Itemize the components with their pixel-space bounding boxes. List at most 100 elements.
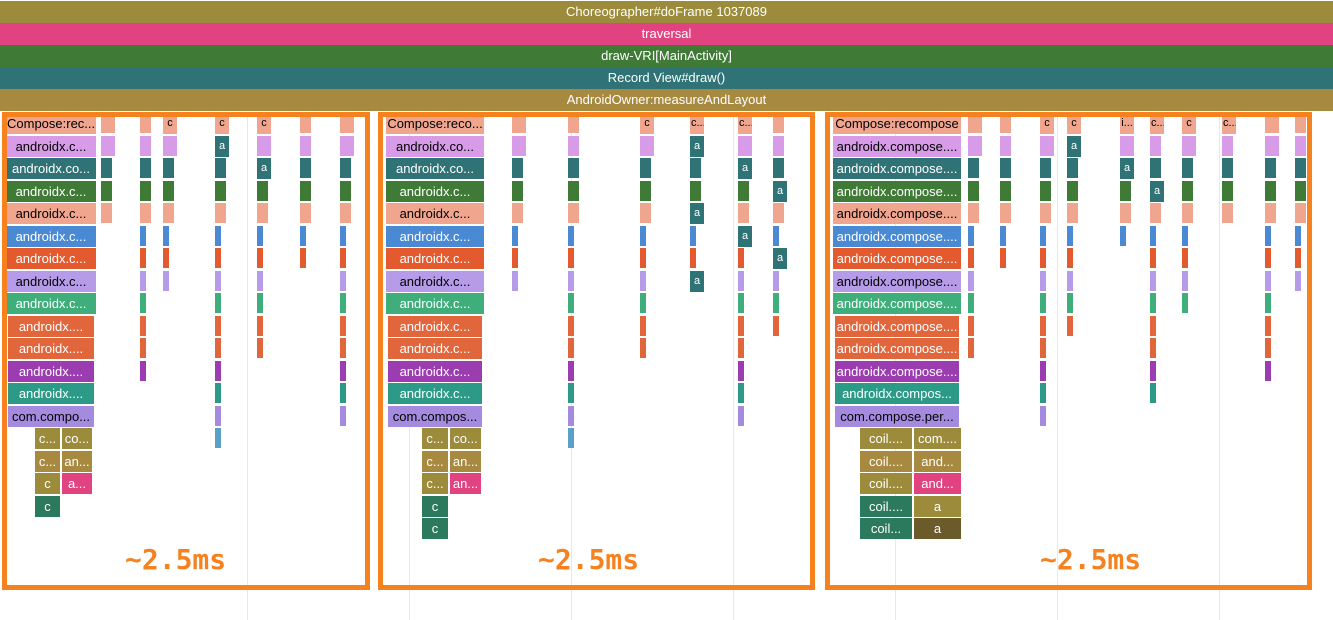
detail-slice-1-0-3[interactable]: [512, 180, 523, 201]
detail-slice-0-1-9[interactable]: [140, 315, 146, 336]
detail-slice-2-0-1[interactable]: [968, 135, 982, 156]
detail-slice-2-4-4[interactable]: [1120, 203, 1131, 223]
detail-slice-2-0-4[interactable]: [968, 203, 979, 223]
detail-slice-0-3-4[interactable]: [215, 203, 226, 223]
detail-slice-2-6-5[interactable]: [1182, 225, 1188, 246]
mini-slice-1-0[interactable]: c: [640, 113, 654, 134]
detail-slice-1-3-5[interactable]: [690, 225, 696, 246]
slice-2-11[interactable]: androidx.compose....: [835, 360, 959, 382]
mini-b-slice-1-5[interactable]: a: [773, 248, 787, 269]
top-slice-2[interactable]: draw-VRI[MainActivity]: [0, 45, 1333, 67]
slice-2-7[interactable]: androidx.compose....: [833, 270, 961, 292]
detail-slice-0-5-1[interactable]: [300, 135, 311, 156]
detail-slice-1-1-2[interactable]: [568, 158, 579, 178]
detail-slice-0-5-4[interactable]: [300, 203, 311, 223]
detail-slice-2-0-9[interactable]: [968, 315, 974, 336]
detail-slice-1-4-9[interactable]: [738, 315, 744, 336]
slice-0-3[interactable]: androidx.c...: [6, 180, 96, 202]
detail-slice-2-6-2[interactable]: [1182, 158, 1193, 178]
detail-slice-2-5-12[interactable]: [1150, 383, 1156, 403]
detail-slice-2-9-4[interactable]: [1295, 203, 1306, 223]
detail-slice-0-4-10[interactable]: [257, 338, 263, 358]
detail-slice-0-6-7[interactable]: [340, 270, 346, 291]
detail-slice-0-4-9[interactable]: [257, 315, 263, 336]
detail-slice-1-5-9[interactable]: [773, 315, 779, 336]
mini-slice-0-1[interactable]: c: [215, 113, 229, 134]
slice-0-6[interactable]: androidx.c...: [6, 248, 96, 269]
detail-slice-2-0-3[interactable]: [968, 180, 979, 201]
detail-slice-2-3-6[interactable]: [1067, 248, 1073, 268]
detail-slice-0-4-4[interactable]: [257, 203, 268, 223]
detail-slice-1-0-5[interactable]: [512, 225, 518, 246]
detail-slice-1-2-9[interactable]: [640, 315, 646, 336]
detail-slice-0-1-7[interactable]: [140, 270, 146, 291]
mini-slice-2-3[interactable]: c...: [1150, 113, 1164, 134]
detail-slice-0-1-1[interactable]: [140, 135, 151, 156]
detail-slice-1-2-7[interactable]: [640, 270, 646, 291]
detail-slice-2-5-9[interactable]: [1150, 315, 1156, 336]
detail-slice-1-0-1[interactable]: [512, 135, 526, 156]
detail-slice-1-1-5[interactable]: [568, 225, 574, 246]
detail-slice-1-5-7[interactable]: [773, 270, 779, 291]
detail-slice-2-3-5[interactable]: [1067, 225, 1073, 246]
detail-slice-0-3-12[interactable]: [215, 383, 221, 403]
detail-slice-1-1-11[interactable]: [568, 360, 574, 381]
sub-slice-a-1-4[interactable]: c: [422, 518, 448, 539]
detail-slice-2-6-7[interactable]: [1182, 270, 1188, 291]
detail-slice-1-4-10[interactable]: [738, 338, 744, 358]
mini-b-slice-2-1[interactable]: a: [1120, 158, 1134, 179]
slice-1-7[interactable]: androidx.c...: [386, 270, 484, 292]
detail-slice-0-1-0[interactable]: [140, 113, 151, 133]
detail-slice-2-9-7[interactable]: [1295, 270, 1301, 291]
detail-slice-1-1-4[interactable]: [568, 203, 579, 223]
slice-2-2[interactable]: androidx.compose....: [833, 158, 961, 179]
mini-slice-2-0[interactable]: c: [1040, 113, 1054, 134]
detail-slice-1-1-12[interactable]: [568, 383, 574, 403]
detail-slice-2-8-7[interactable]: [1265, 270, 1271, 291]
sub-slice-a-1-1[interactable]: c...: [422, 450, 448, 472]
detail-slice-2-2-8[interactable]: [1040, 293, 1046, 313]
sub-slice-b-2-3[interactable]: a: [914, 495, 961, 517]
detail-slice-0-4-7[interactable]: [257, 270, 263, 291]
slice-2-4[interactable]: androidx.compose....: [833, 203, 961, 224]
detail-slice-2-2-10[interactable]: [1040, 338, 1046, 358]
sub-slice-b-1-2[interactable]: an...: [450, 473, 481, 494]
detail-slice-2-2-2[interactable]: [1040, 158, 1051, 178]
detail-slice-2-9-6[interactable]: [1295, 248, 1301, 268]
slice-0-1[interactable]: androidx.c...: [6, 135, 96, 157]
slice-1-9[interactable]: androidx.c...: [388, 315, 482, 337]
top-slice-3[interactable]: Record View#draw(): [0, 67, 1333, 89]
slice-2-8[interactable]: androidx.compose....: [833, 293, 961, 314]
detail-slice-0-4-6[interactable]: [257, 248, 263, 268]
detail-slice-0-1-10[interactable]: [140, 338, 146, 358]
detail-slice-2-2-12[interactable]: [1040, 383, 1046, 403]
detail-slice-0-3-6[interactable]: [215, 248, 221, 268]
detail-slice-0-6-0[interactable]: [340, 113, 354, 133]
sub-slice-a-2-2[interactable]: coil....: [860, 473, 912, 494]
slice-1-4[interactable]: androidx.c...: [386, 203, 484, 224]
detail-slice-1-1-8[interactable]: [568, 293, 574, 313]
slice-1-11[interactable]: androidx.c...: [388, 360, 482, 382]
detail-slice-2-5-11[interactable]: [1150, 360, 1156, 381]
detail-slice-2-8-6[interactable]: [1265, 248, 1271, 268]
detail-slice-0-6-4[interactable]: [340, 203, 351, 223]
slice-1-5[interactable]: androidx.c...: [386, 225, 484, 247]
detail-slice-1-3-3[interactable]: [690, 180, 701, 201]
detail-slice-0-4-1[interactable]: [257, 135, 271, 156]
detail-slice-2-2-1[interactable]: [1040, 135, 1054, 156]
detail-slice-2-8-2[interactable]: [1265, 158, 1276, 178]
detail-slice-0-5-6[interactable]: [300, 248, 306, 268]
detail-slice-2-5-10[interactable]: [1150, 338, 1156, 358]
detail-slice-0-2-7[interactable]: [163, 270, 169, 291]
mini-slice-2-5[interactable]: c...: [1222, 113, 1236, 134]
detail-slice-2-1-3[interactable]: [1000, 180, 1011, 201]
detail-slice-2-8-5[interactable]: [1265, 225, 1271, 246]
sub-slice-b-2-4[interactable]: a: [914, 518, 961, 539]
slice-2-1[interactable]: androidx.compose....: [833, 135, 961, 157]
detail-slice-1-1-7[interactable]: [568, 270, 574, 291]
detail-slice-0-1-3[interactable]: [140, 180, 151, 201]
detail-slice-2-1-4[interactable]: [1000, 203, 1011, 223]
slice-1-6[interactable]: androidx.c...: [386, 248, 484, 269]
detail-slice-0-0-4[interactable]: [101, 203, 112, 223]
